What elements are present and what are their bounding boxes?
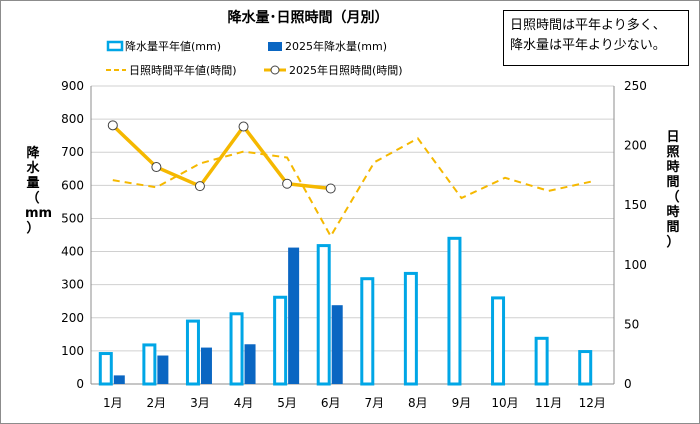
chart-title: 降水量･日照時間（月別） [228, 9, 389, 26]
y-axis-left-label-char: mm [25, 206, 53, 221]
y-axis-right-label-char: 間 [666, 175, 680, 190]
y-axis-right-label-char: （ [666, 190, 680, 205]
marker-2025-sunshine [194, 181, 205, 192]
annotation-line-2: 降水量は平年より少ない。 [510, 38, 666, 53]
bar-normal-precip [229, 312, 244, 386]
y-axis-right-label-char: 間 [666, 220, 680, 235]
y-right-tick-label: 50 [624, 317, 639, 331]
bar-2025-precip [288, 247, 300, 384]
bar-normal-precip [403, 271, 418, 386]
legend-label-normal-precip: 降水量平年値(mm) [125, 39, 221, 53]
y-axis-right-label: 日照時間（時間） [665, 130, 681, 250]
bar-normal-precip [142, 343, 157, 386]
x-tick-label: 3月 [190, 396, 210, 410]
bar-2025-precip [331, 305, 343, 384]
legend-swatch-2025-precip [268, 42, 282, 51]
y-left-tick-label: 300 [61, 278, 84, 292]
y-left-tick-label: 900 [61, 79, 84, 93]
marker-2025-sunshine [282, 178, 293, 189]
y-axis-right-label-char: ） [666, 235, 680, 250]
y-axis-right-label-char: 時 [666, 205, 680, 220]
y-left-tick-label: 700 [61, 145, 84, 159]
x-tick-label: 11月 [535, 396, 562, 410]
y-axis-left-label-char: ） [26, 221, 40, 236]
x-tick-label: 12月 [579, 396, 606, 410]
y-left-tick-label: 600 [61, 178, 84, 192]
x-tick-label: 8月 [408, 396, 428, 410]
y-right-tick-label: 250 [624, 79, 647, 93]
bar-normal-precip [316, 244, 331, 386]
x-tick-label: 6月 [321, 396, 341, 410]
x-tick-label: 2月 [147, 396, 167, 410]
bar-normal-precip [98, 352, 113, 386]
bar-2025-precip [157, 355, 169, 384]
y-left-tick-label: 800 [61, 112, 84, 126]
legend-swatch-normal-precip [106, 40, 124, 52]
y-axis-left-label: 降水量（mm） [25, 146, 53, 236]
line-2025-sunshine [111, 123, 331, 191]
legend-marker-2025-sunshine [270, 65, 280, 75]
y-left-tick-label: 100 [61, 344, 84, 358]
y-axis-right-label-char: 日 [666, 130, 680, 145]
legend-label-2025-sunshine: 2025年日照時間(時間) [289, 63, 403, 77]
bar-normal-precip [534, 336, 549, 386]
annotation-line-1: 日照時間は平年より多く、 [510, 18, 666, 33]
bar-normal-precip [273, 295, 288, 386]
x-tick-label: 1月 [103, 396, 123, 410]
y-right-tick-label: 100 [624, 258, 647, 272]
line-normal-sunshine [112, 137, 593, 239]
annotation-box: 日照時間は平年より多く、 降水量は平年より少ない。 [503, 10, 689, 66]
x-tick-label: 5月 [277, 396, 297, 410]
bar-2025-precip [244, 344, 256, 384]
bar-normal-precip [578, 350, 593, 386]
y-right-tick-label: 200 [624, 139, 647, 153]
y-axis-left-label-char: 降 [26, 146, 40, 161]
bar-2025-precip [113, 375, 125, 384]
marker-2025-sunshine [151, 162, 162, 173]
y-left-tick-label: 500 [61, 211, 84, 225]
legend-label-2025-precip: 2025年降水量(mm) [285, 39, 387, 53]
marker-2025-sunshine [325, 183, 336, 194]
legend-label-normal-sunshine: 日照時間平年値(時間) [129, 63, 237, 77]
bar-normal-precip [447, 236, 462, 386]
y-right-tick-label: 0 [624, 377, 632, 391]
y-axis-left-label-char: 水 [26, 161, 40, 176]
y-axis-right-label-char: 照 [666, 145, 680, 160]
marker-2025-sunshine [238, 121, 249, 132]
y-left-tick-label: 400 [61, 245, 84, 259]
bar-normal-precip [360, 277, 375, 386]
x-tick-label: 7月 [364, 396, 384, 410]
y-axis-left-label-char: （ [26, 191, 40, 206]
y-axis-right-label-char: 時 [666, 160, 680, 175]
y-left-tick-label: 200 [61, 311, 84, 325]
x-tick-label: 4月 [234, 396, 254, 410]
bar-2025-precip [200, 347, 212, 384]
y-right-tick-label: 150 [624, 198, 647, 212]
bar-normal-precip [491, 296, 506, 386]
x-tick-label: 10月 [491, 396, 518, 410]
x-tick-label: 9月 [452, 396, 472, 410]
y-axis-left-label-char: 量 [26, 176, 40, 191]
marker-2025-sunshine [107, 120, 118, 131]
y-left-tick-label: 0 [76, 377, 84, 391]
bar-normal-precip [185, 319, 200, 386]
